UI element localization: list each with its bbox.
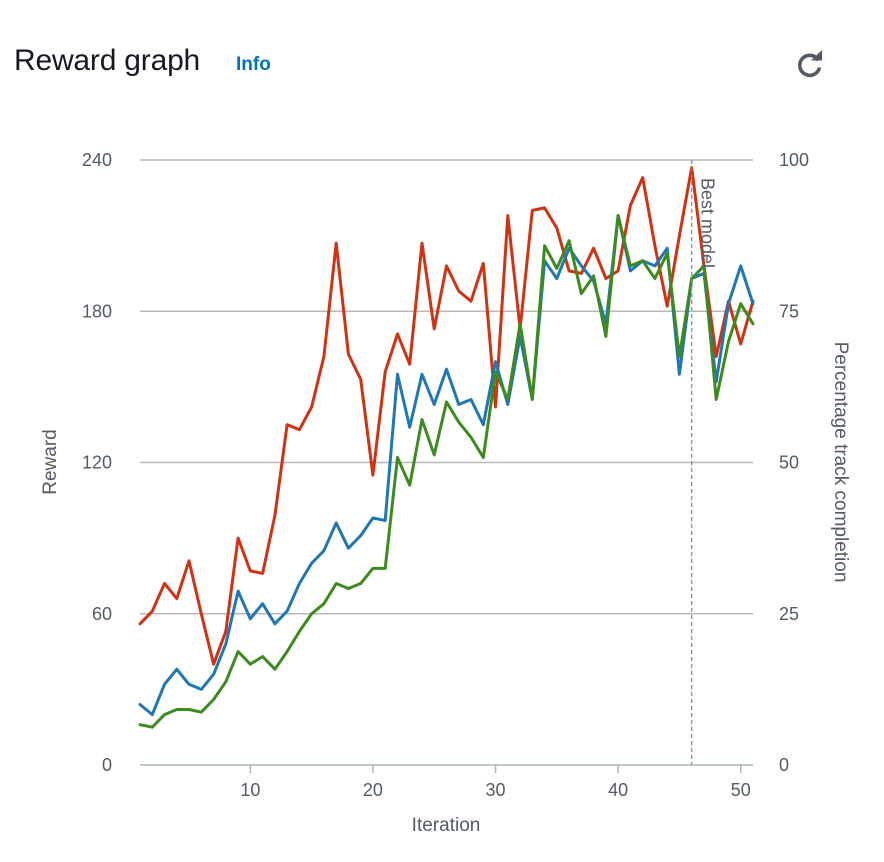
y2-tick-label: 25 <box>779 604 799 624</box>
y-tick-label: 180 <box>82 301 112 321</box>
series-line-3 <box>138 214 755 729</box>
y2-tick-label: 75 <box>779 301 799 321</box>
x-tick-label: 50 <box>731 780 751 800</box>
series-line-2 <box>138 214 755 717</box>
y2-tick-label: 0 <box>779 755 789 775</box>
refresh-button[interactable] <box>792 46 828 82</box>
best-model-label: Best model <box>698 178 718 268</box>
refresh-icon <box>798 50 822 78</box>
panel-title: Reward graph <box>14 44 201 77</box>
y2-tick-label: 100 <box>779 150 809 170</box>
info-link[interactable]: Info <box>236 54 271 75</box>
x-tick-label: 30 <box>486 780 506 800</box>
y-axis-title: Reward <box>40 429 61 494</box>
x-tick-label: 10 <box>240 780 260 800</box>
y-tick-label: 240 <box>82 150 112 170</box>
panel-header: Reward graph Info <box>14 40 874 90</box>
y-tick-label: 0 <box>102 755 112 775</box>
series-line-1 <box>138 166 755 666</box>
y-tick-label: 60 <box>92 604 112 624</box>
y-tick-label: 120 <box>82 453 112 473</box>
y2-tick-label: 50 <box>779 453 799 473</box>
y2-axis-title: Percentage track completion <box>830 342 851 583</box>
x-tick-label: 20 <box>363 780 383 800</box>
x-tick-label: 40 <box>608 780 628 800</box>
x-axis-title: Iteration <box>412 815 481 836</box>
